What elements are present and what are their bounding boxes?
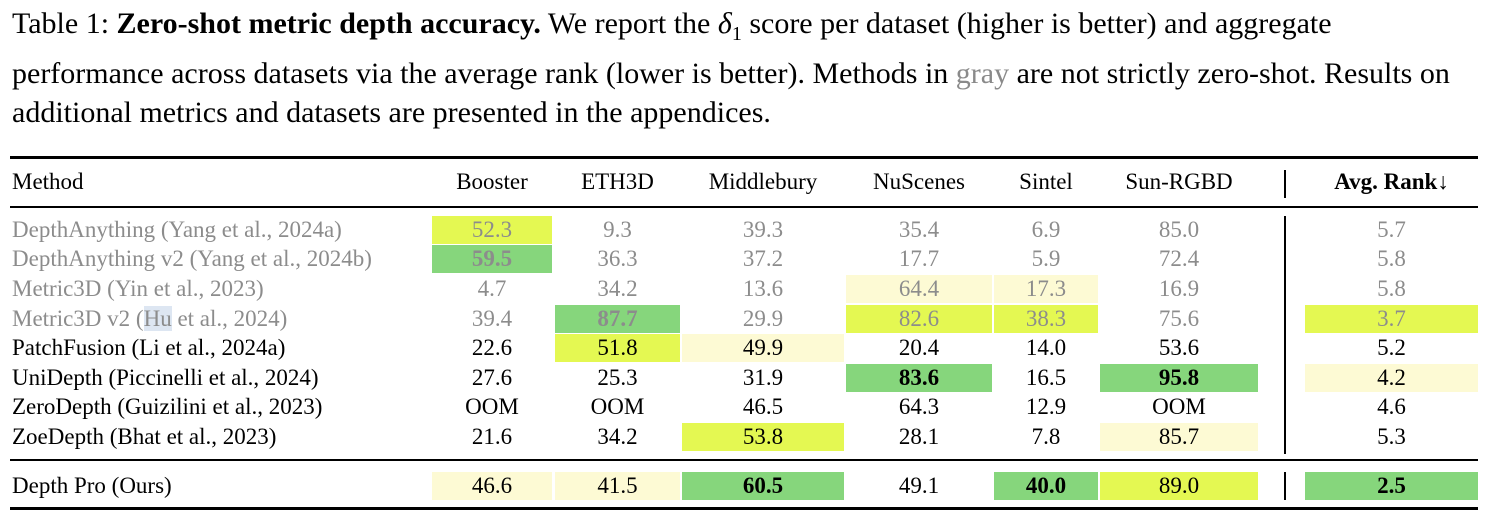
delta-symbol: δ1 bbox=[717, 7, 742, 45]
cell-eth3d: 9.3 bbox=[603, 217, 632, 242]
cell-sintel: 12.9 bbox=[1025, 394, 1067, 419]
header-rule bbox=[10, 206, 1478, 208]
cell-booster: 4.7 bbox=[477, 276, 507, 301]
cell-avg-rank: 5.7 bbox=[1377, 217, 1406, 242]
cell-eth3d: 51.8 bbox=[555, 334, 680, 362]
caption-text-a: We report the bbox=[547, 7, 711, 40]
header-sunrgbd: Sun-RGBD bbox=[1125, 169, 1233, 194]
cell-sunrgbd: 16.9 bbox=[1158, 276, 1200, 301]
header-eth3d: ETH3D bbox=[581, 169, 654, 194]
top-rule bbox=[10, 156, 1478, 159]
caption-text-b: score per dataset (higher is better) and… bbox=[12, 7, 1332, 90]
cell-sunrgbd: 95.8 bbox=[1100, 364, 1258, 392]
cell-middlebury: 60.5 bbox=[682, 472, 844, 500]
method-name: UniDepth (Piccinelli et al., 2024) bbox=[12, 365, 319, 390]
cell-sunrgbd: 75.6 bbox=[1158, 306, 1200, 331]
cell-eth3d: 41.5 bbox=[555, 472, 680, 500]
cell-avg-rank: 4.6 bbox=[1377, 394, 1406, 419]
cell-nuscenes: 82.6 bbox=[846, 305, 992, 333]
cell-eth3d: OOM bbox=[590, 394, 645, 419]
cell-middlebury: 39.3 bbox=[742, 217, 784, 242]
header-sintel: Sintel bbox=[1019, 169, 1073, 194]
cell-middlebury: 46.5 bbox=[742, 394, 784, 419]
cell-booster: 46.6 bbox=[432, 472, 552, 500]
cell-sintel: 5.9 bbox=[1031, 246, 1061, 271]
cell-sunrgbd: 85.7 bbox=[1100, 423, 1258, 451]
cell-booster: 27.6 bbox=[471, 365, 513, 390]
caption-label: Table 1: bbox=[12, 7, 110, 40]
cell-sintel: 6.9 bbox=[1031, 217, 1061, 242]
method-name: DepthAnything (Yang et al., 2024a) bbox=[12, 217, 342, 242]
cell-sintel: 40.0 bbox=[994, 472, 1098, 500]
cell-avg-rank: 2.5 bbox=[1305, 472, 1478, 500]
cell-avg-rank: 5.2 bbox=[1377, 335, 1406, 360]
cell-nuscenes: 20.4 bbox=[898, 335, 940, 360]
cell-eth3d: 36.3 bbox=[597, 246, 638, 271]
cell-booster: OOM bbox=[465, 394, 519, 419]
cell-nuscenes: 49.1 bbox=[898, 473, 940, 498]
cell-nuscenes: 64.3 bbox=[898, 394, 940, 419]
caption-gray-word: gray bbox=[955, 57, 1010, 90]
cell-eth3d: 34.2 bbox=[597, 424, 638, 449]
bottom-rule bbox=[10, 507, 1478, 510]
cell-middlebury: 29.9 bbox=[742, 306, 784, 331]
cell-sunrgbd: 85.0 bbox=[1158, 217, 1200, 242]
divider-header bbox=[1284, 170, 1286, 198]
cell-nuscenes: 83.6 bbox=[846, 364, 992, 392]
method-name: Depth Pro (Ours) bbox=[12, 473, 172, 498]
header-nuscenes: NuScenes bbox=[873, 169, 965, 194]
cell-sunrgbd: OOM bbox=[1152, 394, 1206, 419]
cell-nuscenes: 64.4 bbox=[846, 275, 992, 303]
cell-booster: 39.4 bbox=[471, 306, 513, 331]
caption-text-c: are not strictly zero-shot. Results on a… bbox=[12, 57, 1450, 129]
header-middlebury: Middlebury bbox=[708, 169, 818, 194]
ours-rule bbox=[10, 459, 1478, 461]
header-avg-rank: Avg. Rank↓ bbox=[1334, 169, 1449, 194]
cell-middlebury: 13.6 bbox=[742, 276, 784, 301]
cell-sunrgbd: 53.6 bbox=[1158, 335, 1200, 360]
cell-nuscenes: 28.1 bbox=[898, 424, 940, 449]
method-name: Metric3D (Yin et al., 2023) bbox=[12, 276, 264, 301]
method-name: Metric3D v2 (Hu et al., 2024) bbox=[12, 306, 288, 331]
table-caption: Table 1: Zero-shot metric depth accuracy… bbox=[12, 4, 1482, 132]
cell-nuscenes: 17.7 bbox=[898, 246, 940, 271]
cell-eth3d: 34.2 bbox=[597, 276, 638, 301]
cell-eth3d: 25.3 bbox=[597, 365, 638, 390]
method-name: ZeroDepth (Guizilini et al., 2023) bbox=[12, 394, 323, 419]
caption-title: Zero-shot metric depth accuracy. bbox=[116, 7, 541, 40]
cell-sintel: 16.5 bbox=[1025, 365, 1067, 390]
cell-avg-rank: 4.2 bbox=[1305, 364, 1478, 392]
cell-sintel: 14.0 bbox=[1025, 335, 1067, 360]
cell-sintel: 17.3 bbox=[994, 275, 1098, 303]
cell-avg-rank: 5.8 bbox=[1377, 276, 1406, 301]
cell-sunrgbd: 72.4 bbox=[1158, 246, 1200, 271]
cell-middlebury: 53.8 bbox=[682, 423, 844, 451]
divider-body bbox=[1284, 216, 1286, 454]
cell-middlebury: 31.9 bbox=[742, 365, 784, 390]
cell-avg-rank: 5.3 bbox=[1377, 424, 1406, 449]
cell-sintel: 38.3 bbox=[994, 305, 1098, 333]
method-name: PatchFusion (Li et al., 2024a) bbox=[12, 335, 286, 360]
header-booster: Booster bbox=[456, 169, 528, 194]
cell-booster: 59.5 bbox=[432, 245, 552, 273]
method-name: DepthAnything v2 (Yang et al., 2024b) bbox=[12, 246, 372, 271]
cell-avg-rank: 5.8 bbox=[1377, 246, 1406, 271]
cell-sintel: 7.8 bbox=[1031, 424, 1061, 449]
cell-booster: 21.6 bbox=[471, 424, 513, 449]
cell-booster: 22.6 bbox=[471, 335, 513, 360]
cell-sunrgbd: 89.0 bbox=[1100, 472, 1258, 500]
divider-ours bbox=[1284, 472, 1286, 500]
cell-nuscenes: 35.4 bbox=[898, 217, 940, 242]
cell-avg-rank: 3.7 bbox=[1305, 305, 1478, 333]
header-method: Method bbox=[12, 169, 84, 194]
cell-eth3d: 87.7 bbox=[555, 305, 680, 333]
cell-middlebury: 49.9 bbox=[682, 334, 844, 362]
cell-booster: 52.3 bbox=[432, 216, 552, 244]
cell-middlebury: 37.2 bbox=[742, 246, 784, 271]
method-name: ZoeDepth (Bhat et al., 2023) bbox=[12, 424, 277, 449]
